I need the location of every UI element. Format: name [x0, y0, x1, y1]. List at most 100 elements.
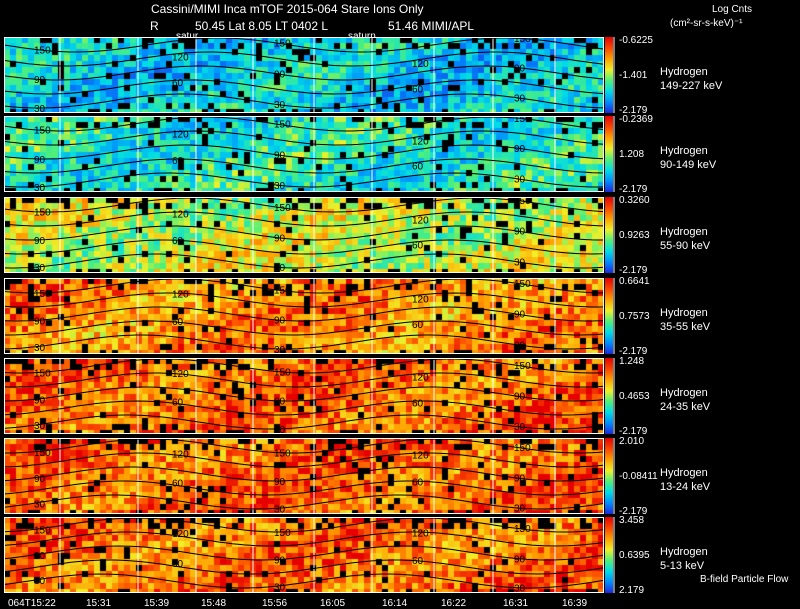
contour-label: 60: [172, 559, 184, 570]
species-name: Hydrogen: [660, 546, 708, 558]
contour-label: 90: [34, 317, 46, 328]
contour-label: 150: [274, 448, 291, 459]
pitch-angle-contour: [3, 480, 605, 496]
pitch-angle-contour: [3, 414, 605, 430]
contour-label: 120: [172, 289, 189, 300]
colorbar-max: 3.458: [619, 515, 645, 526]
species-label: Hydrogen 149-227 keV: [660, 65, 722, 93]
species-name: Hydrogen: [660, 387, 708, 399]
colorbar: [605, 116, 613, 192]
colorbar: [605, 517, 613, 593]
contour-label: 120: [412, 59, 429, 70]
pitch-angle-contour: [3, 65, 605, 81]
energy-range: 90-149 keV: [660, 159, 717, 171]
contour-label: 30: [514, 422, 526, 433]
contour-label: 60: [172, 479, 184, 490]
contour-label: 30: [514, 93, 526, 104]
species-name: Hydrogen: [660, 307, 708, 319]
contour-label: 90: [34, 75, 46, 86]
pitch-angle-contour: [3, 452, 605, 468]
species-label: Hydrogen 90-149 keV: [660, 144, 716, 172]
pitch-angle-overlay: 150 90 30 120 60 150 90 30 120 60 150 90 30: [3, 517, 615, 595]
colorbar-mid: 0.9263: [619, 230, 650, 241]
time-tick-label: 16:05: [320, 598, 346, 609]
energy-range: 13-24 keV: [660, 481, 711, 493]
colorbar-min: -2.179: [619, 346, 648, 357]
contour-label: 150: [34, 126, 51, 137]
colorbar-mid: -1.401: [619, 70, 648, 81]
colorbar: [605, 37, 613, 113]
species-label: Hydrogen 13-24 keV: [660, 466, 710, 494]
contour-label: 150: [34, 45, 51, 56]
contour-label: 120: [172, 209, 189, 220]
contour-label: 150: [34, 208, 51, 219]
colorbar-mid: 0.7573: [619, 311, 650, 322]
species-label: Hydrogen 55-90 keV: [660, 225, 710, 253]
energy-range: 55-90 keV: [660, 240, 711, 252]
contour-label: 90: [34, 236, 46, 247]
intensity-heatmap: [4, 517, 604, 593]
r-label: R: [150, 19, 159, 33]
colorbar-mid: -0.08411: [619, 471, 658, 482]
contour-label: 150: [274, 367, 291, 378]
colorbar-min: 2.179: [619, 585, 645, 596]
species-label: Hydrogen 35-55 keV: [660, 306, 710, 334]
contour-label: 30: [274, 505, 286, 516]
colorbar-mid: 0.4653: [619, 391, 650, 402]
spectrogram-panel: 150 90 30 120 60 150 90 30 120 60 150 90 30: [3, 34, 615, 115]
pitch-angle-contour: [3, 494, 605, 510]
units-label: (cm²-sr-s-keV)⁻¹: [670, 18, 743, 29]
contour-label: 120: [412, 529, 429, 540]
colorbar: [605, 197, 613, 273]
pitch-angle-contour: [3, 225, 604, 241]
contour-label: 150: [274, 203, 291, 214]
contour-label: 150: [274, 120, 291, 131]
intensity-heatmap: [4, 358, 604, 434]
pitch-angle-contour: [3, 51, 605, 67]
contour-label: 90: [514, 227, 526, 238]
colorbar: [605, 278, 613, 354]
pitch-angle-contour: [4, 438, 605, 454]
intensity-heatmap: [4, 278, 604, 354]
contour-label: 120: [412, 294, 429, 305]
contour-label: 90: [274, 477, 286, 488]
contour-label: 60: [412, 398, 424, 409]
saturn-marker-right: saturn: [348, 31, 376, 42]
contour-label: 90: [514, 474, 526, 485]
pitch-angle-contour: [3, 211, 605, 227]
pitch-angle-contour: [3, 334, 605, 350]
pitch-angle-contour: [3, 130, 605, 146]
contour-label: 90: [514, 63, 526, 74]
l-value: 51.46 MIMI/APL: [388, 19, 475, 33]
time-tick-label: 064T15:22: [8, 598, 56, 609]
contour-label: 90: [34, 551, 46, 562]
panel-frame: [4, 358, 604, 434]
contour-label: 60: [172, 317, 184, 328]
contour-label: 90: [274, 397, 286, 408]
contour-label: 90: [274, 556, 286, 567]
contour-label: 120: [172, 369, 189, 380]
contour-label: 150: [34, 369, 51, 380]
pitch-angle-contour: [3, 278, 605, 294]
pitch-angle-contour: [3, 358, 605, 374]
time-tick-label: 16:39: [562, 598, 588, 609]
contour-label: 60: [412, 85, 424, 96]
contour-label: 90: [34, 474, 46, 485]
contour-label: 30: [274, 582, 286, 593]
panel-frame: [4, 116, 604, 192]
pitch-angle-contour: [3, 531, 605, 547]
colorbar-min: -2.179: [619, 426, 648, 437]
pitch-angle-contour: [3, 79, 605, 95]
contour-label: 120: [172, 449, 189, 460]
contour-label: 150: [514, 114, 531, 125]
contour-label: 120: [412, 215, 429, 226]
species-name: Hydrogen: [660, 467, 708, 479]
contour-label: 30: [34, 183, 46, 194]
spectrogram-panel: 150 90 30 120 60 150 90 30 120 60 150 90 30: [3, 114, 615, 194]
contour-label: 60: [412, 477, 424, 488]
contour-label: 120: [172, 529, 189, 540]
contour-label: 30: [34, 263, 46, 274]
contour-label: 30: [274, 100, 286, 111]
pitch-angle-overlay: 150 90 30 120 60 150 90 30 120 60 150 90 30: [3, 114, 615, 194]
contour-label: 150: [514, 196, 531, 207]
